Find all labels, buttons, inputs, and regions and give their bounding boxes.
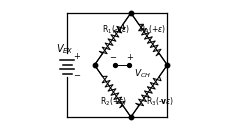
Text: $V_{CH}$: $V_{CH}$ (134, 68, 151, 80)
Text: R$_3$(-$\mathbf{v}\varepsilon$): R$_3$(-$\mathbf{v}\varepsilon$) (146, 96, 174, 108)
Text: R$_1$(-$\mathbf{v}\varepsilon$): R$_1$(-$\mathbf{v}\varepsilon$) (102, 23, 130, 35)
Text: R$_4$(+$\varepsilon$): R$_4$(+$\varepsilon$) (139, 23, 166, 35)
Text: −: − (109, 53, 116, 62)
Text: $V_{EX}$: $V_{EX}$ (56, 43, 74, 56)
Text: R$_2$(+$\varepsilon$): R$_2$(+$\varepsilon$) (100, 96, 127, 108)
Text: −: − (73, 72, 80, 81)
Text: +: + (127, 53, 133, 62)
Text: +: + (73, 52, 80, 61)
